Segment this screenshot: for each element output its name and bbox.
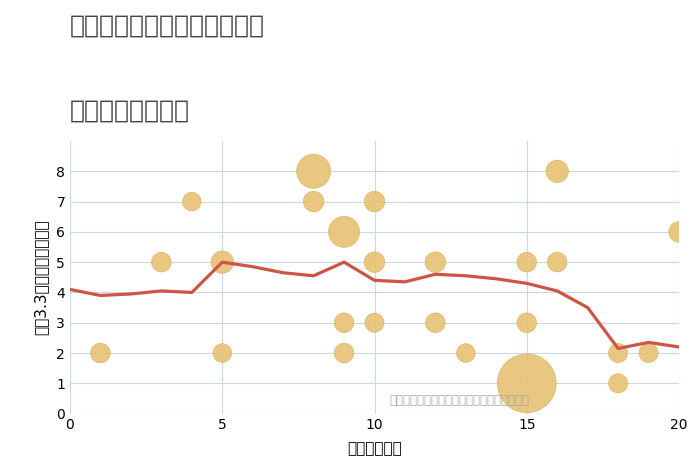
Point	[369, 198, 380, 205]
Point	[521, 258, 532, 266]
Point	[217, 349, 228, 357]
Point	[673, 228, 685, 235]
Point	[369, 319, 380, 327]
Point	[308, 167, 319, 175]
Point	[612, 380, 624, 387]
Point	[552, 167, 563, 175]
Point	[339, 319, 350, 327]
Point	[186, 198, 197, 205]
Point	[308, 198, 319, 205]
Point	[521, 319, 532, 327]
Point	[430, 319, 441, 327]
Point	[339, 349, 350, 357]
Point	[95, 349, 106, 357]
Y-axis label: 坪（3.3㎡）単価（万円）: 坪（3.3㎡）単価（万円）	[33, 219, 48, 335]
Point	[369, 258, 380, 266]
Point	[461, 349, 472, 357]
Point	[552, 258, 563, 266]
Text: 三重県北牟婁郡紀北町馬瀬の: 三重県北牟婁郡紀北町馬瀬の	[70, 14, 265, 38]
X-axis label: 駅距離（分）: 駅距離（分）	[347, 441, 402, 456]
Point	[217, 258, 228, 266]
Point	[339, 228, 350, 235]
Point	[643, 349, 655, 357]
Text: 円の大きさは、取引のあった物件面積を示す: 円の大きさは、取引のあった物件面積を示す	[390, 394, 530, 407]
Text: 駅距離別土地価格: 駅距離別土地価格	[70, 99, 190, 123]
Point	[430, 258, 441, 266]
Point	[612, 349, 624, 357]
Point	[156, 258, 167, 266]
Point	[521, 380, 532, 387]
